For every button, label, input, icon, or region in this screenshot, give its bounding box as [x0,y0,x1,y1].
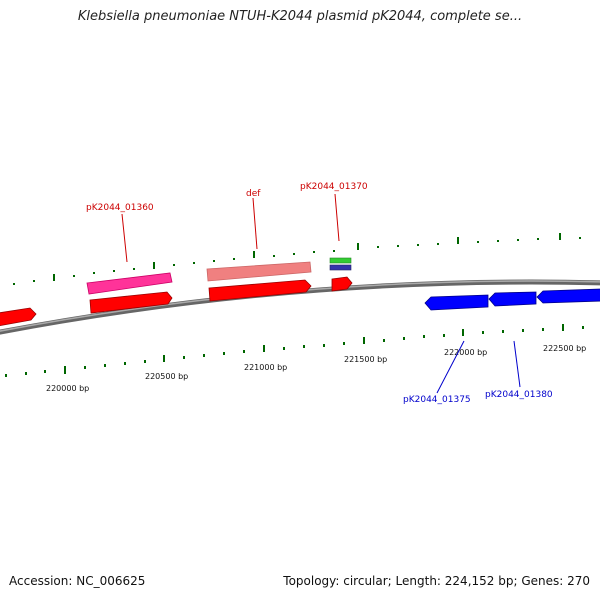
tick-label: 221000 bp [244,363,287,372]
cds-reverse[interactable] [424,294,489,311]
gene-label-reverse: pK2044_01380 [485,390,553,400]
map-title: Klebsiella pneumoniae NTUH-K2044 plasmid… [77,9,523,24]
gene-label-forward: def [246,189,261,199]
cds-forward[interactable] [208,279,312,302]
tick-label: 222000 bp [444,348,487,357]
tick-label: 220000 bp [46,384,89,393]
tick-label: 221500 bp [344,355,387,364]
cds-forward[interactable] [0,307,37,327]
cds-forward[interactable] [89,291,173,314]
tick-label: 220500 bp [145,372,188,381]
scale-tick-ring [5,324,584,377]
accession-text: Accession: NC_006625 [9,574,146,588]
cds-reverse[interactable] [488,291,537,307]
gene-label-forward: pK2044_01370 [300,182,368,192]
feature-lane-forward [0,276,353,327]
label-leaders [121,193,521,394]
cds-forward[interactable] [331,276,353,292]
gene-label-reverse: pK2044_01375 [403,395,471,405]
topology-summary: Topology: circular; Length: 224,152 bp; … [283,574,590,588]
feature-lane-reverse [424,288,600,311]
gene-labels: pK2044_01360 def pK2044_01370 pK2044_013… [86,182,553,405]
gene-pk2044-01370-upper[interactable] [329,257,352,264]
tick-label: 222500 bp [543,344,586,353]
feature-lane-upper [86,257,352,295]
gene-pk2044-01370-mid[interactable] [329,264,352,271]
gene-label-forward: pK2044_01360 [86,203,154,213]
gene-pk2044-01360-upper[interactable] [86,272,173,295]
outer-tick-ring [13,233,581,285]
cds-reverse[interactable] [536,288,600,304]
scale-labels: 220000 bp 220500 bp 221000 bp 221500 bp … [46,344,586,393]
gene-def-upper[interactable] [206,261,312,282]
